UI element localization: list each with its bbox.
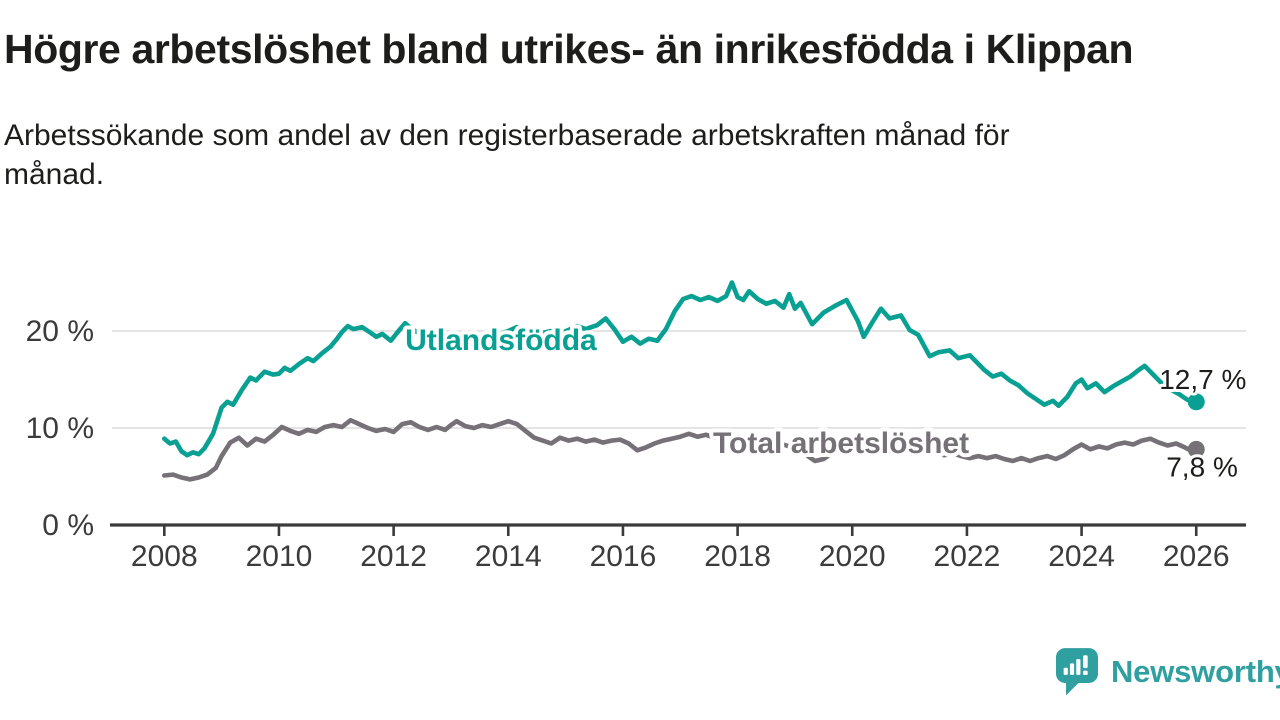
series-line-total-arbetsloshet xyxy=(162,417,1199,482)
logo-bar-small xyxy=(1063,667,1068,675)
series-label-total-arbetsloshet: Total arbetslöshet xyxy=(713,427,969,460)
x-axis-label: 2018 xyxy=(704,540,771,573)
y-axis-label: 20 % xyxy=(26,315,94,348)
logo-exclamation-stem xyxy=(1083,655,1088,669)
series-end-value-utlandsfodda: 12,7 % xyxy=(1159,364,1246,395)
x-axis-label: 2020 xyxy=(819,540,886,573)
newsworthy-wordmark: Newsworthy xyxy=(1111,654,1280,689)
series-end-dot-utlandsfodda xyxy=(1187,393,1205,411)
x-axis-label: 2014 xyxy=(475,540,542,573)
x-axis-label: 2016 xyxy=(590,540,657,573)
x-axis-label: 2010 xyxy=(246,540,313,573)
x-axis-label: 2008 xyxy=(131,540,198,573)
y-axis-label: 10 % xyxy=(26,412,94,445)
x-axis-label: 2022 xyxy=(934,540,1001,573)
x-axis-label: 2024 xyxy=(1048,540,1115,573)
logo-exclamation-dot xyxy=(1083,670,1088,676)
series-label-utlandsfodda: Utlandsfödda xyxy=(405,324,597,357)
chart-subtitle: Arbetssökande som andel av den registerb… xyxy=(4,119,1010,191)
logo-bar-medium xyxy=(1069,663,1075,675)
x-axis-label: 2026 xyxy=(1163,540,1230,573)
page-title: Högre arbetslöshet bland utrikes- än inr… xyxy=(4,26,1134,72)
series-end-dot-total-arbetsloshet xyxy=(1187,440,1205,458)
newsworthy-logo: Newsworthy xyxy=(1056,648,1280,696)
logo-bar-large xyxy=(1076,659,1081,675)
newsworthy-speech-bubble-chart-icon xyxy=(1056,648,1098,696)
y-axis-label: 0 % xyxy=(42,509,94,542)
series-line-utlandsfodda xyxy=(162,280,1199,458)
series-end-value-total-arbetsloshet: 7,8 % xyxy=(1166,451,1238,482)
x-axis-label: 2012 xyxy=(360,540,427,573)
